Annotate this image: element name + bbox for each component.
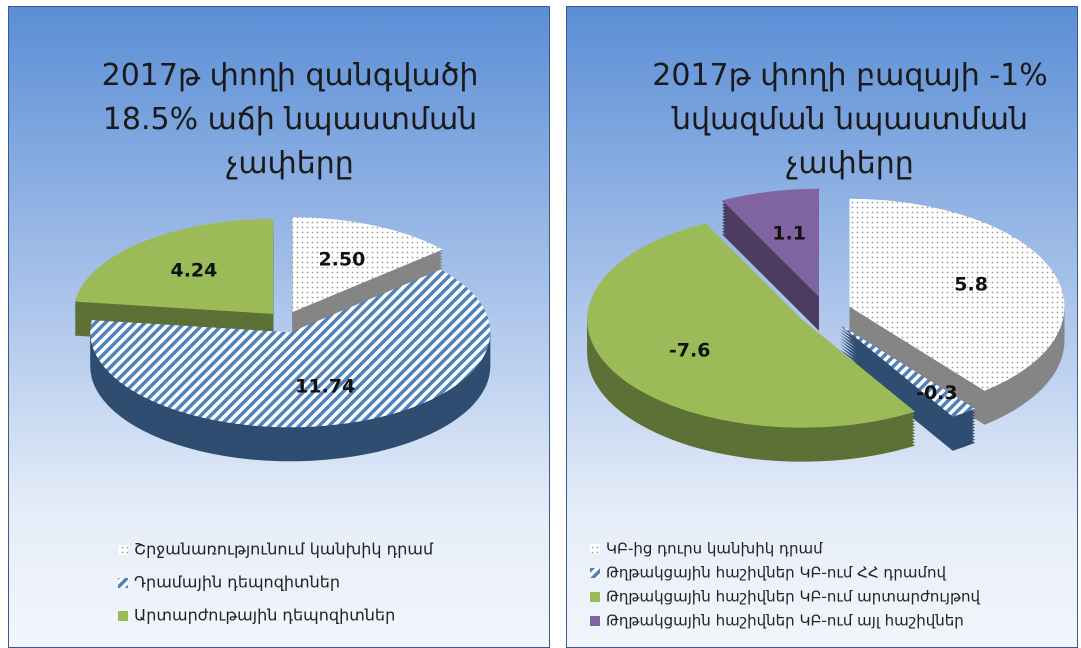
legend-label: Թղթակցային հաշիվներ ԿԲ-ում այլ հաշիվներ <box>606 612 964 630</box>
data-label: 11.74 <box>295 375 355 397</box>
legend-marker <box>590 616 600 626</box>
chart-title: 2017թ փողի զանգվածի 18.5% աճի նպաստման չ… <box>101 58 479 181</box>
data-label: -0.3 <box>916 382 958 404</box>
data-label: 4.24 <box>170 260 217 282</box>
slice <box>587 223 915 428</box>
slice <box>90 269 491 428</box>
slice <box>292 217 443 313</box>
data-label: -7.6 <box>669 340 711 362</box>
slice <box>74 218 274 314</box>
legend-label: Դրամային դեպոզիտներ <box>134 573 340 592</box>
chart-title: 2017թ փողի բազայի -1% նվազման նպաստման չ… <box>652 58 1048 181</box>
legend-marker <box>118 545 128 555</box>
page: 2017թ փողի զանգվածի 18.5% աճի նպաստման չ… <box>8 6 1078 648</box>
slice <box>722 188 819 297</box>
legend-marker <box>590 544 600 554</box>
legend-label: Արտարժութային դեպոզիտներ <box>134 606 395 625</box>
legend-marker <box>118 611 128 621</box>
legend-label: ԿԲ-ից դուրս կանխիկ դրամ <box>606 540 823 558</box>
legend-label: Թղթակցային հաշիվներ ԿԲ-ում ՀՀ դրամով <box>606 564 946 582</box>
slice <box>849 198 1065 391</box>
legend-marker <box>118 578 128 588</box>
slice <box>840 324 976 417</box>
chart: 2.50 11.74 4.24 Շրջանառությունում կանխիկ դր… <box>74 188 1065 630</box>
legend-marker <box>590 568 600 578</box>
legend-marker <box>590 592 600 602</box>
data-label: 1.1 <box>772 222 806 244</box>
data-label: 2.50 <box>318 249 365 271</box>
legend-label: Թղթակցային հաշիվներ ԿԲ-ում արտարժույթով <box>606 588 981 606</box>
legend-label: Շրջանառությունում կանխիկ դրամ <box>134 540 434 559</box>
data-label: 5.8 <box>954 274 988 296</box>
